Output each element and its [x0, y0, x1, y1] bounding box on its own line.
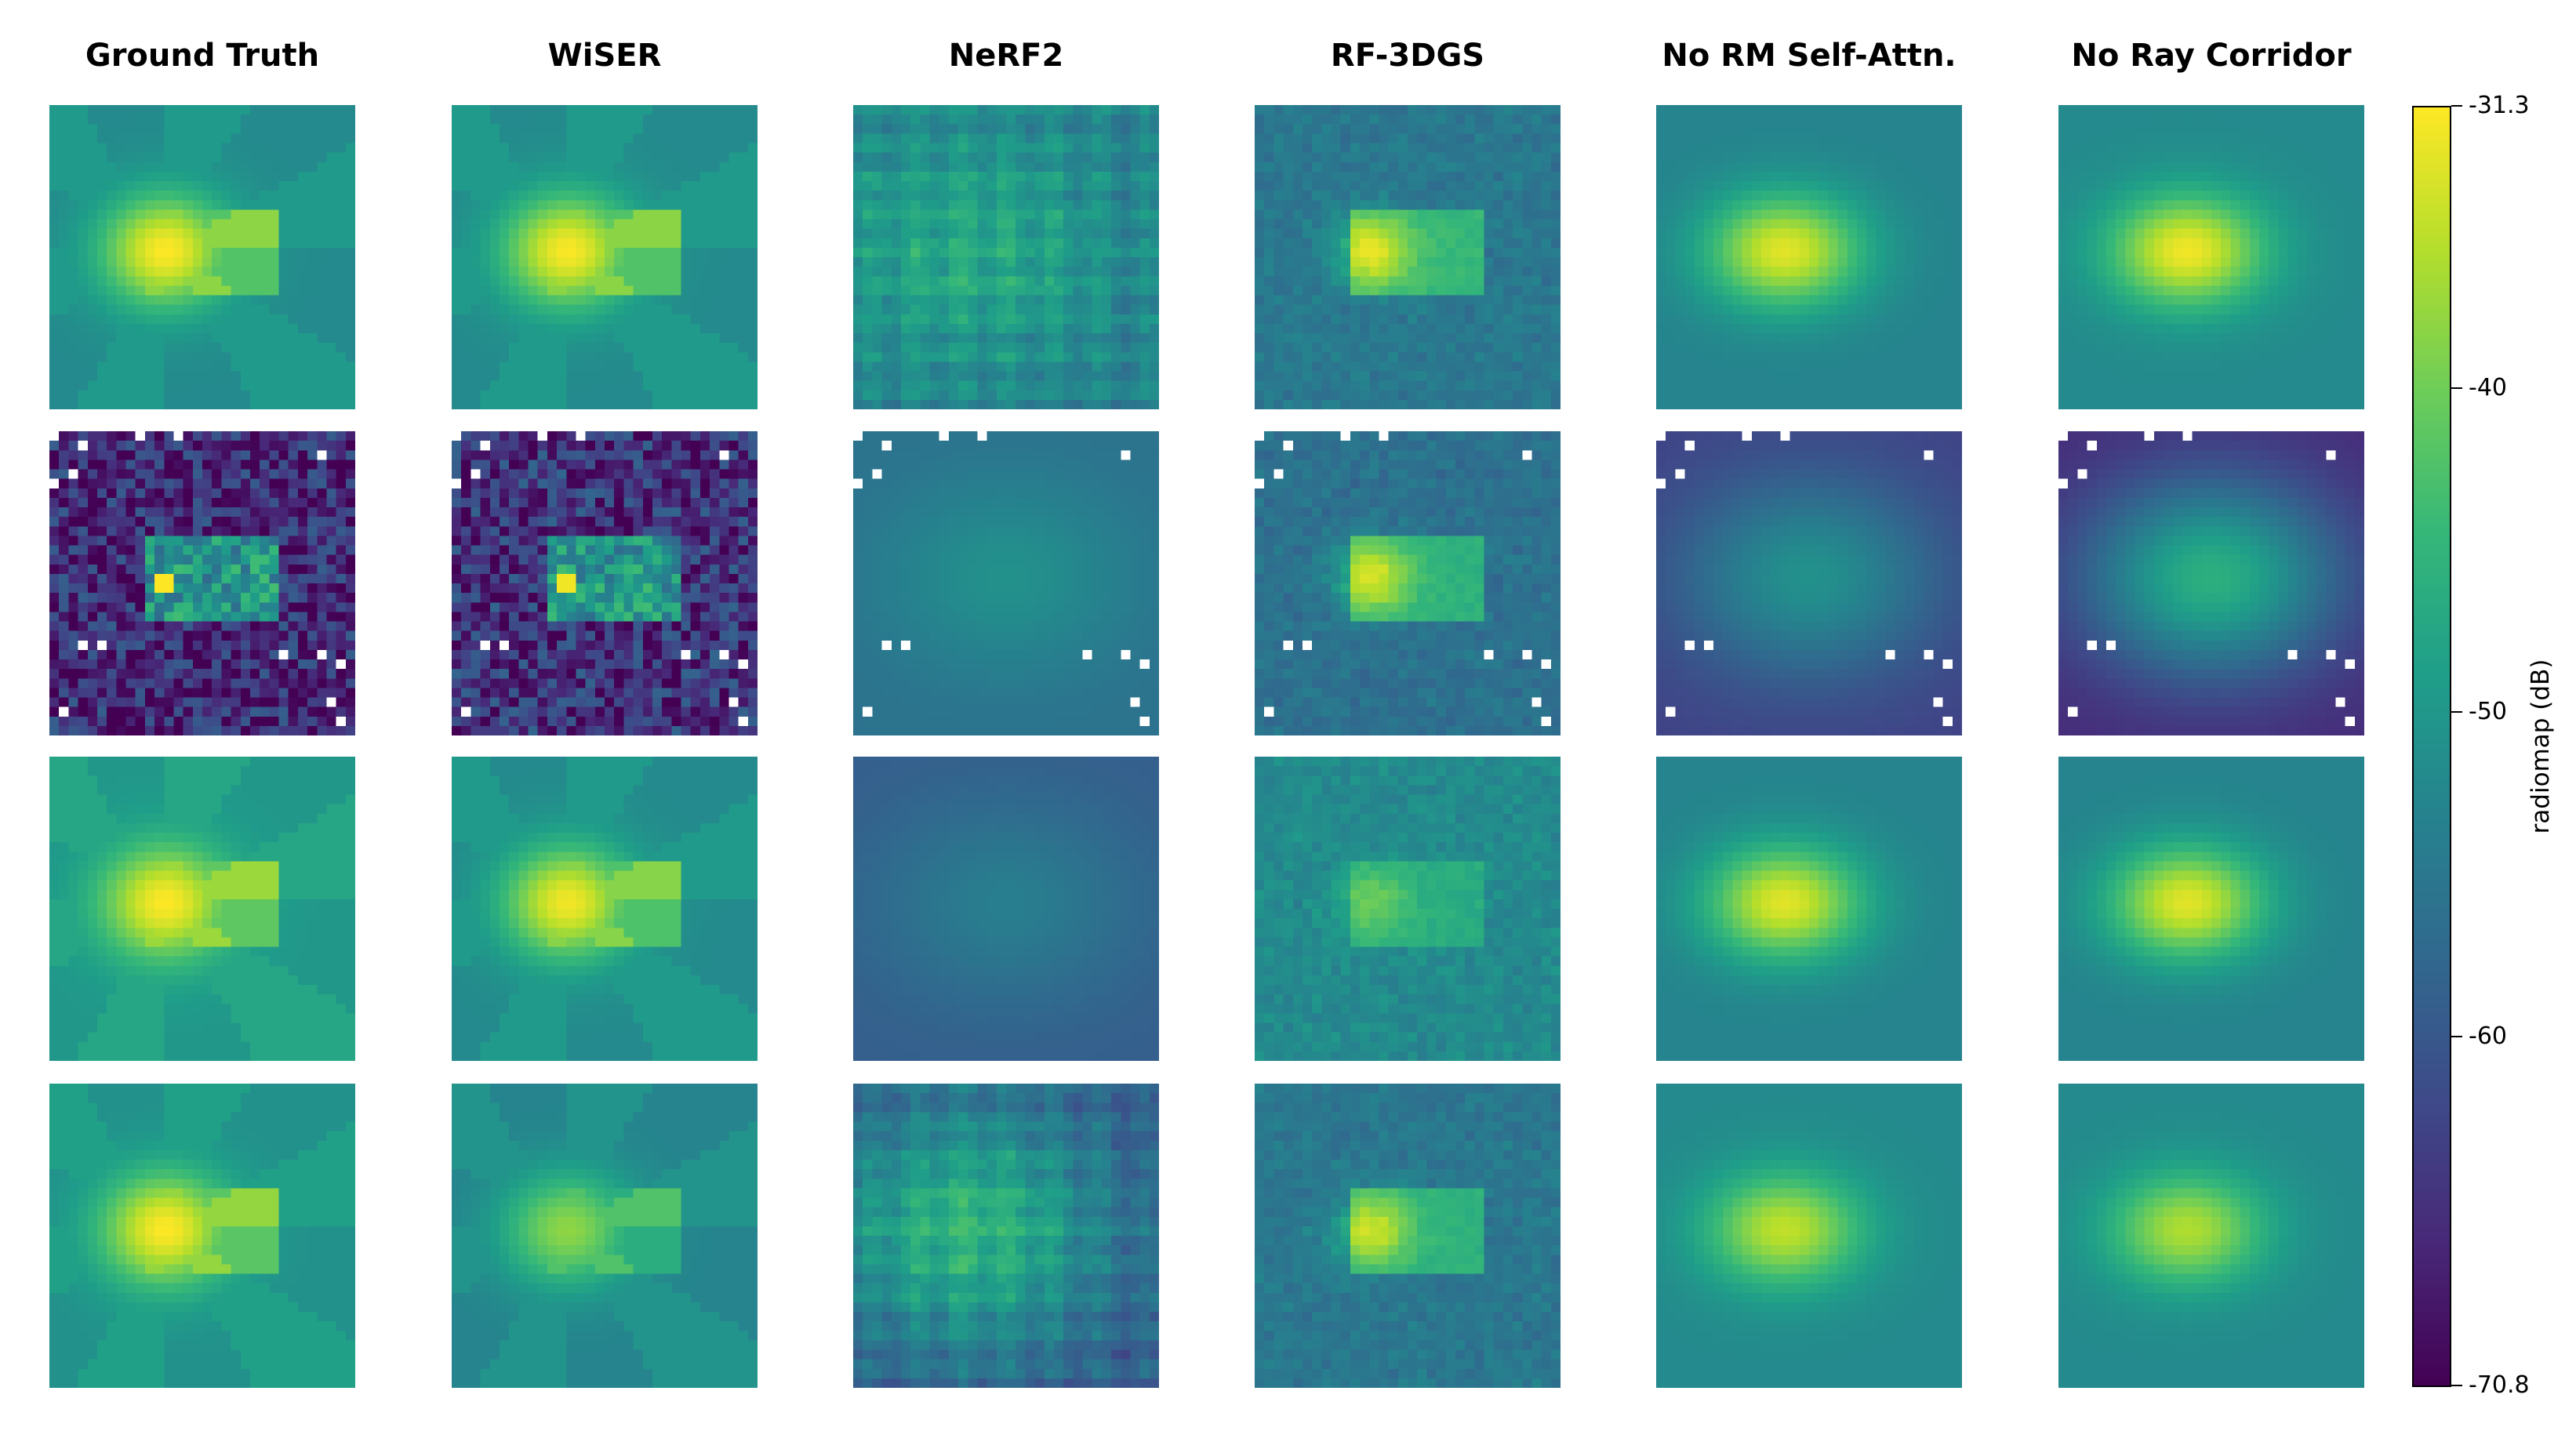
- heatmap-image: [1656, 105, 1962, 409]
- colorbar-tick-label-max: -31.3: [2469, 92, 2530, 119]
- heatmap-image: [1656, 757, 1962, 1061]
- heatmap-image: [452, 757, 758, 1061]
- colorbar-title: radiomap (dB): [2527, 659, 2555, 834]
- heatmap-panel: [2058, 105, 2364, 409]
- heatmap-image: [452, 431, 758, 735]
- heatmap-panel: [1656, 1084, 1962, 1388]
- colorbar-tick-label-60: -60: [2469, 1022, 2507, 1050]
- heatmap-panel: [1656, 105, 1962, 409]
- heatmap-panel: [1255, 757, 1560, 1061]
- heatmap-panel: [853, 1084, 1159, 1388]
- heatmap-image: [49, 1084, 355, 1388]
- colorbar-tick-label-50: -50: [2469, 698, 2507, 725]
- heatmap-image: [2058, 431, 2364, 735]
- column-title-rf-3dgs: RF-3DGS: [1330, 38, 1485, 74]
- heatmap-image: [853, 1084, 1159, 1388]
- heatmap-panel: [452, 105, 758, 409]
- heatmap-panel: [49, 431, 355, 735]
- colorbar-tick-label-min: -70.8: [2469, 1371, 2530, 1399]
- heatmap-panel: [1255, 431, 1560, 735]
- heatmap-panel: [2058, 431, 2364, 735]
- heatmap-panel: [1656, 757, 1962, 1061]
- heatmap-image: [1255, 1084, 1560, 1388]
- heatmap-image: [49, 431, 355, 735]
- heatmap-image: [853, 431, 1159, 735]
- heatmap-image: [853, 757, 1159, 1061]
- heatmap-image: [452, 105, 758, 409]
- heatmap-panel: [1656, 431, 1962, 735]
- heatmap-image: [1255, 431, 1560, 735]
- column-title-no-ray-corridor: No Ray Corridor: [2071, 38, 2352, 74]
- heatmap-image: [49, 757, 355, 1061]
- heatmap-panel: [49, 757, 355, 1061]
- heatmap-panel: [1255, 105, 1560, 409]
- column-title-ground-truth: Ground Truth: [85, 38, 320, 74]
- colorbar: [2412, 106, 2451, 1387]
- colorbar-tick: [2451, 387, 2462, 389]
- heatmap-image: [49, 105, 355, 409]
- heatmap-panel: [452, 757, 758, 1061]
- colorbar-tick: [2451, 105, 2462, 107]
- heatmap-panel: [2058, 1084, 2364, 1388]
- heatmap-image: [853, 105, 1159, 409]
- heatmap-panel: [853, 105, 1159, 409]
- colorbar-tick: [2451, 1036, 2462, 1037]
- heatmap-panel: [1255, 1084, 1560, 1388]
- column-title-no-rm-self-attn: No RM Self-Attn.: [1662, 38, 1957, 74]
- colorbar-tick: [2451, 711, 2462, 713]
- colorbar-tick: [2451, 1385, 2462, 1386]
- heatmap-image: [1656, 1084, 1962, 1388]
- heatmap-image: [1255, 105, 1560, 409]
- heatmap-panel: [853, 757, 1159, 1061]
- heatmap-panel: [452, 431, 758, 735]
- heatmap-panel: [853, 431, 1159, 735]
- heatmap-image: [2058, 1084, 2364, 1388]
- colorbar-tick-label-40: -40: [2469, 374, 2507, 401]
- heatmap-image: [2058, 105, 2364, 409]
- heatmap-image: [2058, 757, 2364, 1061]
- heatmap-panel: [49, 1084, 355, 1388]
- column-title-wiser: WiSER: [547, 38, 662, 74]
- heatmap-image: [1656, 431, 1962, 735]
- heatmap-image: [1255, 757, 1560, 1061]
- column-title-nerf2: NeRF2: [948, 38, 1064, 74]
- heatmap-panel: [49, 105, 355, 409]
- heatmap-image: [452, 1084, 758, 1388]
- heatmap-panel: [452, 1084, 758, 1388]
- heatmap-panel: [2058, 757, 2364, 1061]
